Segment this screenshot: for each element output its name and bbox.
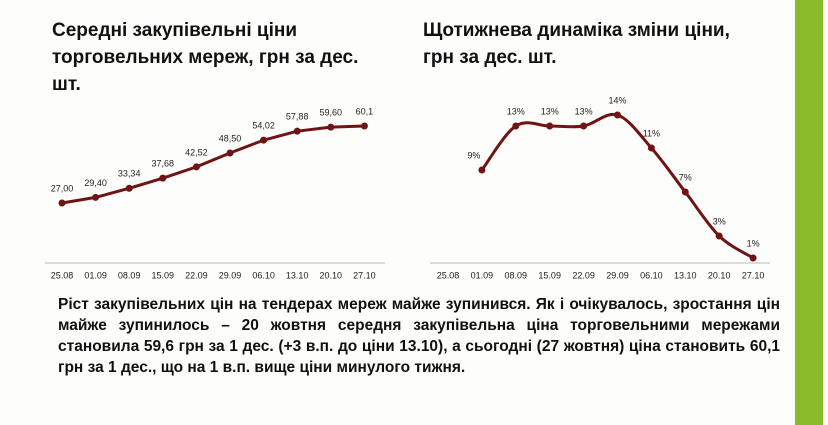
data-label: 9%	[467, 150, 480, 160]
x-tick-label: 15.09	[538, 270, 561, 280]
chart-title: Середні закупівельні ціни торговельних м…	[52, 20, 359, 95]
point	[546, 122, 554, 130]
data-label: 13%	[541, 106, 559, 116]
point	[327, 123, 335, 131]
line	[61, 124, 365, 205]
data-label: 14%	[608, 95, 626, 105]
x-tick-label: 29.09	[219, 270, 242, 280]
x-tick-label: 20.10	[320, 270, 343, 280]
data-label: 37,68	[152, 159, 175, 169]
x-tick-label: 06.10	[640, 270, 663, 280]
point	[159, 174, 167, 182]
point	[125, 184, 133, 192]
point	[360, 122, 368, 130]
x-tick-label: 01.09	[84, 270, 107, 280]
point	[715, 232, 723, 240]
data-label: 42,52	[185, 147, 208, 157]
x-tick-label: 13.10	[286, 270, 309, 280]
point	[192, 163, 200, 171]
paragraph: Ріст закупівельних цін на тендерах мереж…	[58, 296, 780, 376]
data-label: 7%	[679, 172, 692, 182]
data-label: 33,34	[118, 169, 141, 179]
point	[58, 199, 66, 207]
x-tick-label: 15.09	[152, 270, 175, 280]
data-label: 13%	[575, 106, 593, 116]
chart-title: Щотижнева динаміка зміни ціни, грн за де…	[423, 20, 730, 68]
x-tick-label: 06.10	[252, 270, 275, 280]
data-label: 1%	[747, 238, 760, 248]
x-tick-label: 08.09	[505, 270, 528, 280]
x-tick-label: 01.09	[471, 270, 494, 280]
data-label: 57,88	[286, 112, 309, 122]
x-tick-label: 25.08	[437, 270, 460, 280]
point	[647, 144, 655, 152]
data-label: 48,50	[219, 133, 242, 143]
point	[749, 254, 757, 262]
x-tick-label: 08.09	[118, 270, 141, 280]
data-label: 3%	[713, 216, 726, 226]
data-label: 11%	[643, 128, 660, 138]
point	[614, 111, 621, 119]
point	[681, 188, 689, 196]
point	[260, 136, 268, 144]
point	[478, 166, 486, 174]
side-bar	[795, 0, 823, 425]
x-tick-label: 29.09	[606, 270, 629, 280]
point	[512, 122, 520, 130]
point	[293, 127, 301, 135]
data-label: 13%	[507, 106, 525, 116]
x-tick-label: 22.09	[185, 270, 208, 280]
x-tick-label: 20.10	[708, 270, 731, 280]
x-tick-label: 25.08	[51, 270, 74, 280]
x-tick-label: 22.09	[572, 270, 595, 280]
data-label: 27,00	[51, 183, 74, 193]
data-label: 59,60	[320, 108, 343, 118]
point	[92, 193, 100, 201]
data-label: 60,1	[356, 106, 374, 116]
data-label: 29,40	[84, 178, 107, 188]
x-tick-label: 27.10	[353, 270, 376, 280]
point	[226, 149, 234, 157]
data-label: 54,02	[252, 121, 275, 131]
x-tick-label: 13.10	[674, 270, 697, 280]
point	[580, 122, 588, 130]
line	[480, 112, 754, 260]
x-tick-label: 27.10	[742, 270, 765, 280]
